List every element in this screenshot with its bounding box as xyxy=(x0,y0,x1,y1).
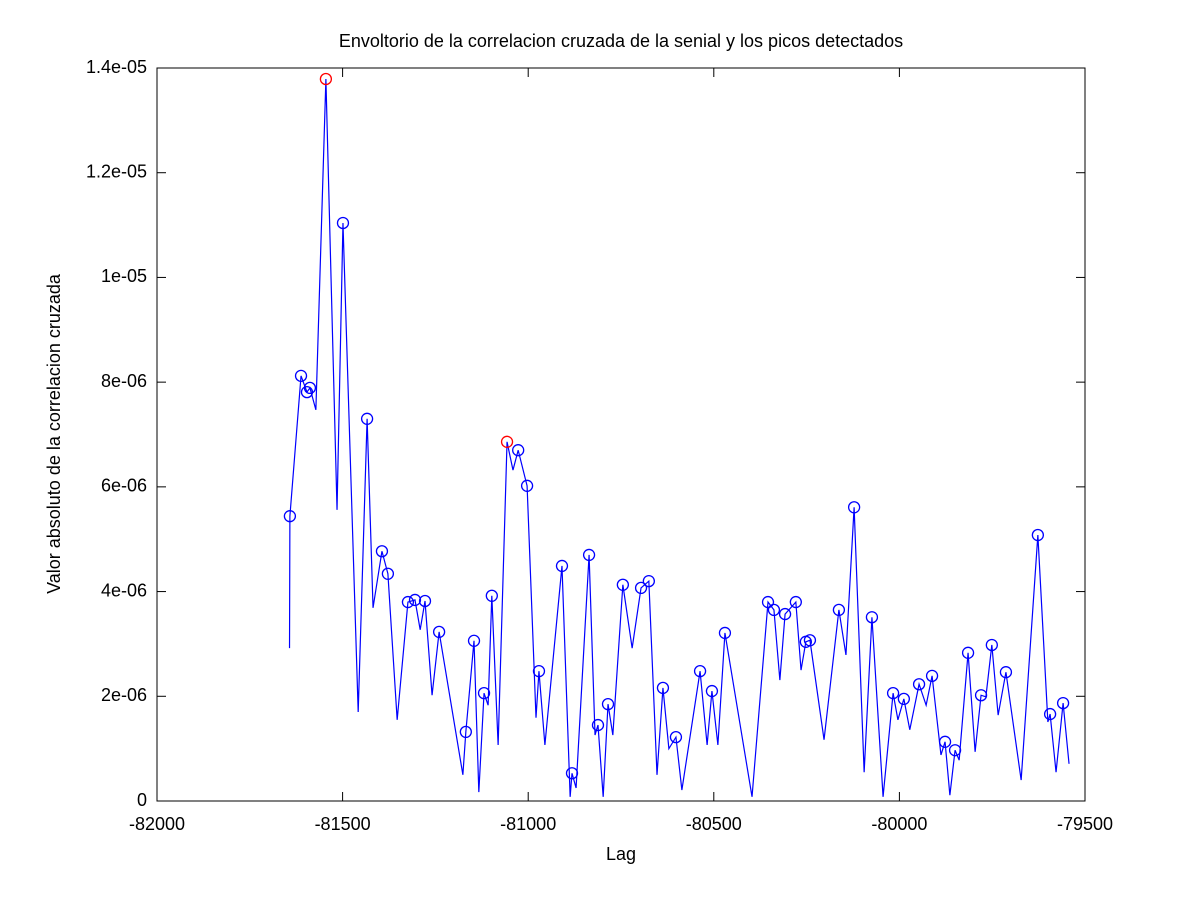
peak-marker xyxy=(705,684,719,698)
peak-marker xyxy=(642,574,655,588)
peak-marker xyxy=(401,595,415,609)
peak-marker xyxy=(1031,528,1045,542)
y-axis-label: Valor absoluto de la correlacion cruzada xyxy=(44,273,64,594)
x-tick-label: -80000 xyxy=(871,814,927,834)
peak-marker xyxy=(985,638,998,652)
y-tick-label: 1e-05 xyxy=(101,266,147,286)
x-tick-label: -81500 xyxy=(315,814,371,834)
peak-marker xyxy=(925,669,939,683)
peak-marker xyxy=(375,545,389,558)
y-tick-label: 6e-06 xyxy=(101,476,147,496)
x-axis-label: Lag xyxy=(606,844,636,864)
chart-title: Envoltorio de la correlacion cruzada de … xyxy=(339,31,903,51)
peak-marker xyxy=(669,730,683,744)
peak-marker xyxy=(591,718,605,732)
peak-marker xyxy=(718,626,732,640)
peak-marker xyxy=(512,444,525,457)
x-tick-label: -80500 xyxy=(686,814,742,834)
peak-marker xyxy=(500,435,514,448)
peak-marker xyxy=(283,510,297,523)
peak-marker xyxy=(555,559,569,573)
peak-marker xyxy=(303,381,317,395)
axes-box xyxy=(156,67,1086,802)
peak-marker xyxy=(847,501,861,514)
peak-marker xyxy=(616,578,630,591)
peak-marker xyxy=(938,735,952,748)
y-tick-label: 2e-06 xyxy=(101,685,147,705)
peak-marker xyxy=(432,625,446,639)
peak-marker xyxy=(865,611,879,624)
peak-marker xyxy=(789,595,802,609)
peak-marker xyxy=(897,692,911,706)
peak-marker xyxy=(778,607,792,621)
peak-marker xyxy=(761,595,775,609)
peak-marker xyxy=(803,634,817,647)
y-tick-label: 0 xyxy=(137,790,147,810)
peak-marker xyxy=(477,686,491,700)
y-tick-label: 1.2e-05 xyxy=(86,161,147,181)
peak-marker xyxy=(886,686,900,700)
peak-marker xyxy=(319,72,333,86)
peak-marker xyxy=(418,594,432,608)
peak-marker xyxy=(485,589,498,602)
x-tick-label: -82000 xyxy=(129,814,185,834)
peak-marker xyxy=(467,634,481,647)
peak-marker xyxy=(832,603,846,617)
peak-marker xyxy=(1056,696,1070,710)
peak-marker xyxy=(381,567,395,580)
x-tick-label: -79500 xyxy=(1057,814,1113,834)
peak-marker xyxy=(634,581,648,595)
peak-marker xyxy=(565,767,579,780)
y-tick-label: 8e-06 xyxy=(101,371,147,391)
peak-marker xyxy=(693,665,707,678)
peak-marker xyxy=(974,689,988,702)
peak-marker xyxy=(1043,707,1057,721)
peak-marker xyxy=(360,412,374,425)
peak-marker xyxy=(336,216,350,230)
peak-marker xyxy=(656,681,670,695)
x-tick-label: -81000 xyxy=(500,814,556,834)
peak-marker xyxy=(408,593,422,607)
peak-marker xyxy=(532,665,546,678)
peak-marker xyxy=(767,603,781,617)
y-tick-label: 4e-06 xyxy=(101,580,147,600)
peak-marker xyxy=(961,646,975,659)
peak-marker xyxy=(912,678,926,691)
peak-marker xyxy=(601,697,615,711)
y-tick-label: 1.4e-05 xyxy=(86,57,147,77)
peak-marker xyxy=(999,666,1013,679)
data-line xyxy=(288,78,1070,797)
peak-marker xyxy=(294,369,308,383)
peak-marker xyxy=(459,725,472,739)
peak-marker xyxy=(948,744,962,757)
peak-marker xyxy=(582,548,596,562)
peak-marker xyxy=(520,479,534,492)
